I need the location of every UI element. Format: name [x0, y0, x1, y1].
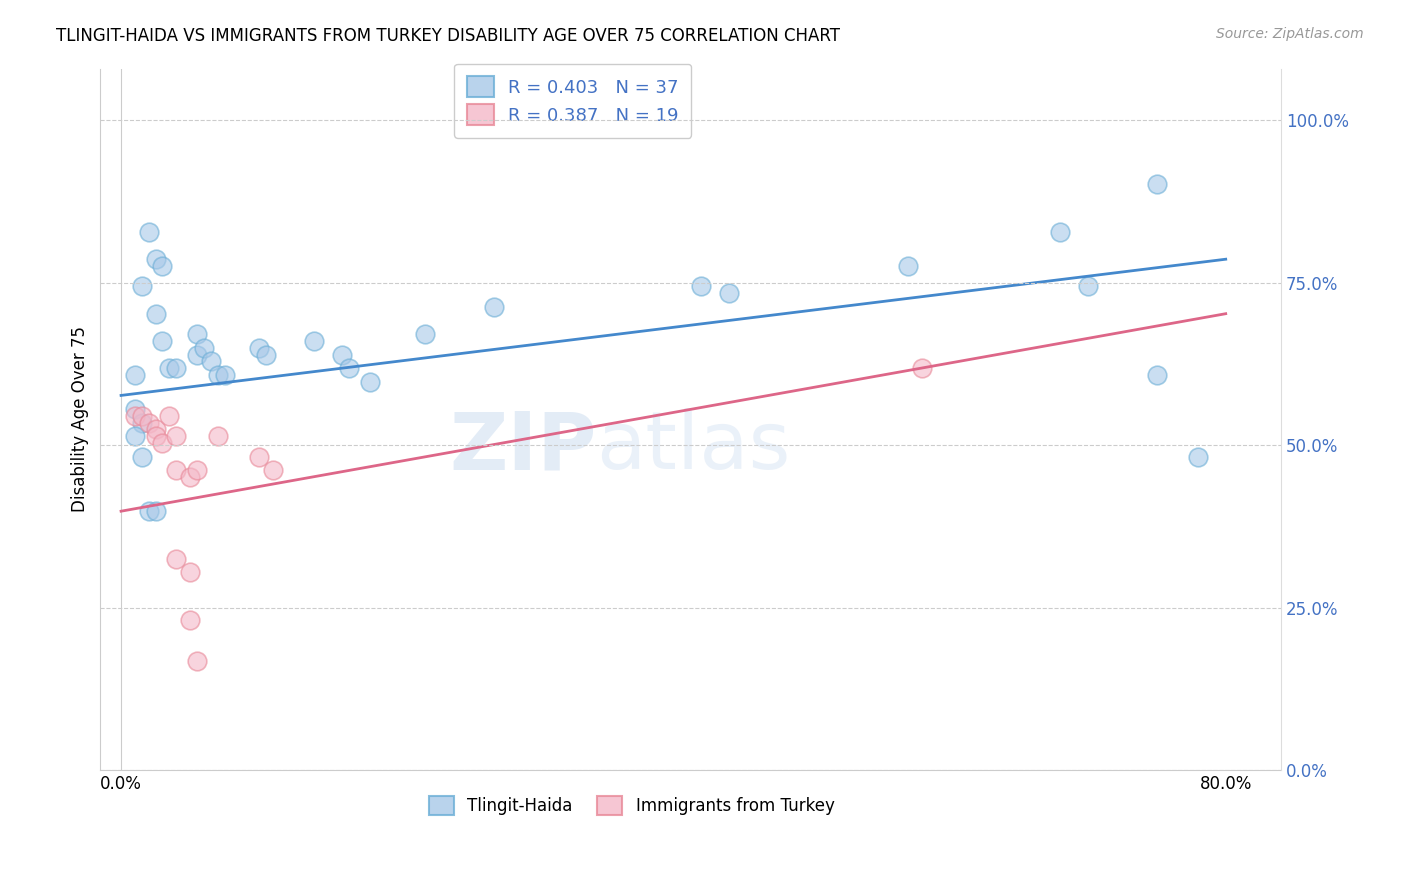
Point: [247, 341, 270, 355]
Text: Source: ZipAtlas.com: Source: ZipAtlas.com: [1216, 27, 1364, 41]
Point: [165, 361, 187, 376]
Point: [214, 368, 236, 382]
Point: [145, 252, 167, 267]
Point: [131, 416, 153, 430]
Point: [157, 409, 180, 423]
Point: [131, 409, 153, 423]
Text: TLINGIT-HAIDA VS IMMIGRANTS FROM TURKEY DISABILITY AGE OVER 75 CORRELATION CHART: TLINGIT-HAIDA VS IMMIGRANTS FROM TURKEY …: [56, 27, 841, 45]
Point: [413, 327, 436, 342]
Point: [165, 552, 187, 566]
Point: [138, 504, 160, 518]
Point: [717, 286, 740, 301]
Point: [145, 422, 167, 436]
Point: [200, 354, 222, 368]
Point: [193, 341, 215, 355]
Point: [145, 504, 167, 518]
Point: [337, 361, 360, 376]
Point: [124, 429, 146, 443]
Point: [179, 613, 201, 627]
Point: [247, 450, 270, 464]
Y-axis label: Disability Age Over 75: Disability Age Over 75: [72, 326, 89, 512]
Point: [911, 361, 934, 376]
Point: [1187, 450, 1209, 464]
Point: [1146, 178, 1168, 192]
Text: atlas: atlas: [596, 409, 790, 486]
Point: [186, 327, 208, 342]
Point: [359, 375, 381, 389]
Point: [690, 279, 713, 293]
Point: [179, 566, 201, 580]
Point: [262, 463, 284, 477]
Point: [138, 416, 160, 430]
Point: [152, 259, 174, 273]
Point: [124, 368, 146, 382]
Point: [124, 402, 146, 417]
Point: [186, 463, 208, 477]
Point: [165, 463, 187, 477]
Point: [145, 307, 167, 321]
Point: [304, 334, 326, 348]
Point: [1077, 279, 1099, 293]
Point: [482, 300, 505, 314]
Point: [131, 450, 153, 464]
Text: ZIP: ZIP: [449, 409, 596, 486]
Point: [186, 347, 208, 361]
Point: [124, 409, 146, 423]
Point: [1146, 368, 1168, 382]
Point: [138, 225, 160, 239]
Point: [131, 279, 153, 293]
Point: [152, 436, 174, 450]
Point: [165, 429, 187, 443]
Legend: Tlingit-Haida, Immigrants from Turkey: Tlingit-Haida, Immigrants from Turkey: [419, 786, 845, 825]
Point: [145, 429, 167, 443]
Point: [1049, 225, 1071, 239]
Point: [157, 361, 180, 376]
Point: [207, 368, 229, 382]
Point: [254, 347, 277, 361]
Point: [152, 334, 174, 348]
Point: [897, 259, 920, 273]
Point: [207, 429, 229, 443]
Point: [330, 347, 353, 361]
Point: [179, 470, 201, 484]
Point: [186, 654, 208, 668]
